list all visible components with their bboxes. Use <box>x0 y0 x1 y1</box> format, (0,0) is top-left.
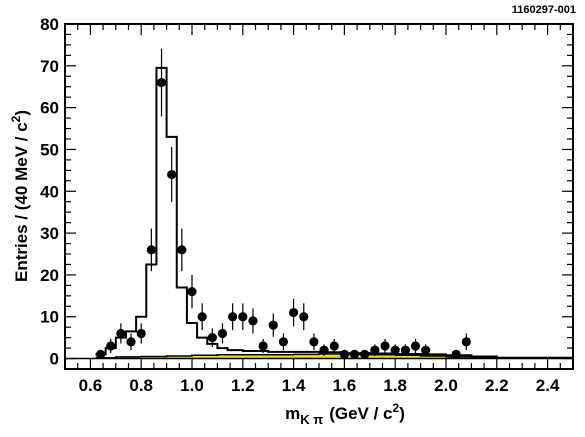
data-point <box>197 312 207 322</box>
data-point <box>349 349 360 359</box>
background-bar <box>141 356 167 359</box>
x-tick-label: 1.2 <box>231 376 255 395</box>
x-axis-title-main: m <box>285 404 300 423</box>
data-point <box>136 328 146 339</box>
data-point <box>278 337 289 347</box>
data-point <box>339 349 349 359</box>
x-tick-label: 2.4 <box>536 376 560 395</box>
y-tick-label: 80 <box>40 15 59 34</box>
x-axis-title: mK π (GeV / c2) <box>285 401 405 427</box>
x-axis-title-unit-sup: 2 <box>393 401 400 415</box>
y-tick-label: 30 <box>40 224 59 243</box>
data-point <box>116 328 126 339</box>
data-point <box>309 337 319 347</box>
y-tick-label: 0 <box>50 350 59 369</box>
data-point <box>187 287 197 297</box>
x-tick-labels: 0.6 0.8 1.0 1.2 1.4 1.6 1.8 2.0 2.2 2.4 <box>79 376 560 395</box>
background-bar <box>166 356 192 359</box>
background-bar <box>115 356 142 359</box>
fit-histogram <box>65 66 573 360</box>
data-point <box>329 341 339 351</box>
data-point <box>421 345 431 355</box>
background-bar <box>192 355 218 359</box>
data-point <box>268 320 278 330</box>
axis-ticks <box>64 23 574 369</box>
background-bar <box>369 354 396 359</box>
y-axis-title-main: Entries / (40 MeV / c <box>12 122 31 282</box>
background-bar <box>395 355 421 359</box>
data-point <box>451 349 461 359</box>
data-point <box>360 349 370 359</box>
background-bar <box>420 356 446 359</box>
x-tick-label: 1.0 <box>180 376 204 395</box>
y-tick-labels: 0 10 20 30 40 50 60 70 80 <box>40 15 59 369</box>
data-point <box>289 307 299 318</box>
y-tick-label: 50 <box>40 140 59 159</box>
data-point <box>410 341 421 351</box>
background-outline <box>95 353 573 359</box>
data-point <box>217 328 228 339</box>
data-point <box>126 337 136 347</box>
y-axis-title-sup: 2 <box>9 115 23 122</box>
y-axis-title: Entries / (40 MeV / c2) <box>9 110 31 282</box>
data-point <box>400 345 410 355</box>
y-tick-label: 70 <box>40 57 59 76</box>
data-point <box>370 345 380 355</box>
background-bar <box>217 354 243 359</box>
y-tick-label: 40 <box>40 182 59 201</box>
data-point <box>248 316 258 326</box>
x-axis-title-unit: (GeV / c <box>329 404 392 423</box>
y-tick-label: 10 <box>40 308 59 327</box>
data-point <box>95 349 106 359</box>
x-tick-label: 2.2 <box>485 376 509 395</box>
y-tick-label: 20 <box>40 266 59 285</box>
x-tick-label: 1.6 <box>333 376 357 395</box>
data-point <box>156 77 167 88</box>
data-points <box>95 48 471 359</box>
data-point <box>258 341 268 351</box>
data-point <box>177 245 187 255</box>
background-bar <box>268 354 294 359</box>
figure-id: 1160297-001 <box>512 4 576 16</box>
x-tick-label: 0.8 <box>129 376 153 395</box>
data-point <box>106 341 116 351</box>
background-bar <box>242 354 269 359</box>
x-tick-label: 1.8 <box>383 376 407 395</box>
background-bar <box>293 354 319 359</box>
data-point <box>146 245 156 255</box>
y-axis-title-close: ) <box>12 110 31 116</box>
background-bar <box>319 353 345 359</box>
data-point <box>319 345 329 355</box>
data-point <box>238 312 248 322</box>
fit-curve <box>95 66 573 359</box>
data-point <box>167 169 177 180</box>
data-point <box>207 333 217 343</box>
x-axis-title-subscript: K π <box>300 412 323 427</box>
y-tick-label: 60 <box>40 99 59 118</box>
data-point <box>380 341 390 351</box>
data-point <box>299 312 309 322</box>
x-tick-label: 0.6 <box>79 376 103 395</box>
data-point <box>228 312 238 322</box>
x-axis-title-unit-close: ) <box>399 404 405 423</box>
x-tick-label: 1.4 <box>282 376 306 395</box>
x-tick-label: 2.0 <box>434 376 458 395</box>
data-point <box>390 345 400 355</box>
data-point <box>461 337 471 347</box>
